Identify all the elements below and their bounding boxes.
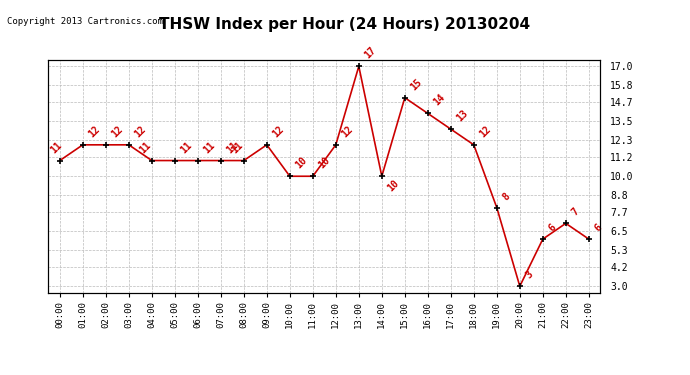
- Text: 6: 6: [547, 222, 558, 234]
- Text: 6: 6: [593, 222, 604, 234]
- Text: 11: 11: [225, 140, 240, 155]
- Text: THSW  (°F): THSW (°F): [559, 22, 618, 32]
- Text: 12: 12: [87, 124, 102, 139]
- Text: 11: 11: [179, 140, 195, 155]
- Text: 11: 11: [202, 140, 217, 155]
- Text: 17: 17: [363, 45, 378, 61]
- Text: Copyright 2013 Cartronics.com: Copyright 2013 Cartronics.com: [7, 17, 163, 26]
- Text: 11: 11: [230, 140, 245, 155]
- Text: 14: 14: [432, 93, 447, 108]
- Text: 10: 10: [294, 155, 309, 171]
- Text: 12: 12: [271, 124, 286, 139]
- Text: 8: 8: [501, 191, 512, 202]
- Text: 10: 10: [386, 177, 402, 193]
- Text: 13: 13: [455, 108, 471, 124]
- Text: 12: 12: [478, 124, 493, 139]
- Text: 7: 7: [570, 207, 581, 218]
- Text: 11: 11: [49, 140, 64, 155]
- Text: 12: 12: [340, 124, 355, 139]
- Text: 10: 10: [317, 155, 333, 171]
- Text: THSW Index per Hour (24 Hours) 20130204: THSW Index per Hour (24 Hours) 20130204: [159, 17, 531, 32]
- Text: 11: 11: [138, 140, 153, 155]
- Text: 12: 12: [133, 124, 148, 139]
- Text: 12: 12: [110, 124, 126, 139]
- Text: 15: 15: [409, 77, 424, 92]
- Text: 3: 3: [524, 269, 535, 280]
